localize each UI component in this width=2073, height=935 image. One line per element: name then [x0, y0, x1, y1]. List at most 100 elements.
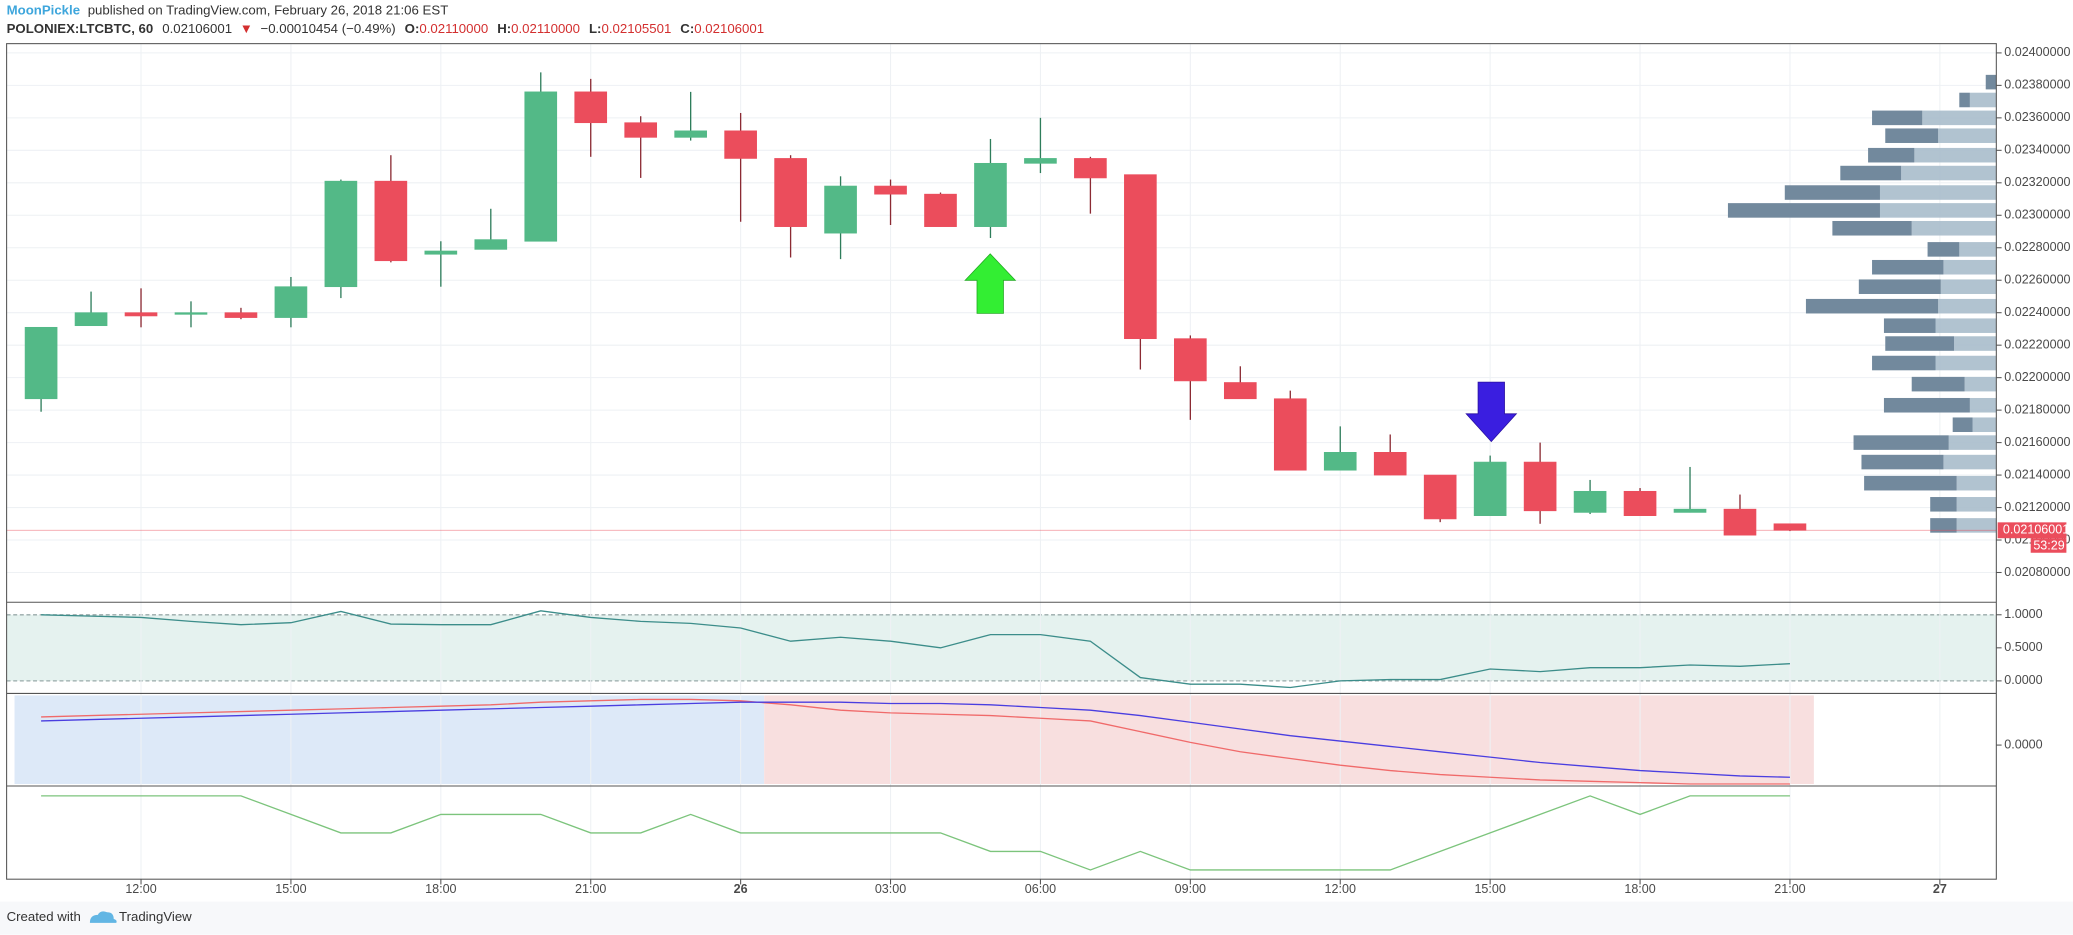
volume-profile-dark: [1853, 435, 1949, 450]
y-tick-label: 0.02140000: [2004, 467, 2070, 481]
volume-profile-light: [1969, 92, 1997, 108]
volume-profile-dark: [1858, 279, 1941, 294]
volume-profile-dark: [1927, 242, 1960, 257]
y-tick-label: 0.02240000: [2004, 305, 2070, 319]
volume-profile-light: [1964, 376, 1997, 392]
up-arrow: [964, 253, 1017, 314]
footer-created: Created with: [7, 909, 81, 924]
volume-profile-light: [1879, 203, 1997, 218]
candle-down: [924, 193, 957, 227]
x-tick-label: 12:00: [1325, 882, 1356, 896]
x-tick-label: 09:00: [1175, 882, 1206, 896]
volume-profile-light: [1954, 336, 1997, 351]
volume-profile-dark: [1832, 220, 1912, 236]
change: −0.00010454 (−0.49%): [260, 21, 395, 36]
pane1-band: [6, 614, 1997, 681]
y-tick-label: 0.02340000: [2004, 143, 2070, 157]
candle-up: [524, 91, 558, 242]
y-tick-label: 0.02200000: [2004, 370, 2070, 384]
volume-profile-light: [1935, 355, 1997, 371]
plot-layer: 0.020800000.021000000.021200000.02140000…: [6, 43, 2071, 896]
volume-profile-dark: [1784, 185, 1880, 200]
candle-down: [1174, 338, 1207, 382]
x-tick-label: 27: [1933, 882, 1947, 896]
y-tick-label: 0.02180000: [2004, 402, 2070, 416]
x-tick-label: 03:00: [875, 882, 906, 896]
volume-profile-light: [1938, 128, 1997, 143]
footer-brand[interactable]: TradingView: [119, 909, 192, 924]
volume-profile-dark: [1959, 92, 1970, 108]
pane-line: [41, 701, 1790, 778]
volume-profile-dark: [1911, 376, 1965, 392]
down-arrow: [1465, 381, 1518, 443]
candle-down: [1074, 158, 1107, 179]
x-tick-label: 15:00: [1474, 882, 1505, 896]
candle-up: [174, 312, 208, 315]
y-tick-label: 0.02220000: [2004, 337, 2070, 351]
pane-line: [41, 698, 1790, 785]
symbol: POLONIEX:LTCBTC, 60: [7, 21, 154, 36]
volume-profile-light: [1922, 110, 1997, 126]
volume-profile-dark: [1930, 497, 1957, 512]
candle-down: [1124, 174, 1157, 340]
l-label: L:: [589, 21, 601, 36]
volume-profile-light: [1938, 298, 1997, 314]
candle-down: [874, 185, 907, 195]
volume-profile-dark: [1861, 454, 1944, 470]
candle-up: [1673, 508, 1707, 513]
volume-profile-dark: [1872, 110, 1923, 126]
candle-down: [624, 122, 658, 138]
volume-profile-light: [1911, 220, 1997, 236]
y-tick-label: 0.02120000: [2004, 500, 2070, 514]
volume-profile-light: [1956, 497, 1997, 512]
volume-profile-dark: [1872, 259, 1944, 275]
candle-down: [224, 312, 258, 318]
y-tick-label: 0.02320000: [2004, 175, 2070, 189]
c-value: 0.02106001: [694, 21, 764, 36]
volume-profile-light: [1948, 435, 1997, 450]
author[interactable]: MoonPickle: [7, 2, 80, 17]
candle-up: [324, 180, 358, 288]
candle-up: [1573, 490, 1607, 513]
x-tick-label: 21:00: [1774, 882, 1805, 896]
volume-profile-dark: [1805, 298, 1939, 314]
candle-up: [974, 162, 1007, 227]
candle-down: [1273, 398, 1307, 471]
volume-profile-light: [1959, 242, 1997, 257]
volume-profile-dark: [1885, 128, 1939, 143]
y-tick-label: 0.02260000: [2004, 273, 2070, 287]
volume-profile-dark: [1930, 518, 1957, 533]
volume-profile-light: [1972, 417, 1997, 433]
volume-profile-dark: [1864, 475, 1957, 491]
volume-profile-light: [1935, 318, 1997, 333]
header-line-1: MoonPickle published on TradingView.com,…: [7, 2, 449, 17]
candle-up: [1323, 452, 1357, 471]
candle-up: [824, 185, 857, 234]
volume-profile-dark: [1883, 318, 1936, 333]
y-tick-label: 0.02360000: [2004, 110, 2070, 124]
y-tick-label: 0.02160000: [2004, 435, 2070, 449]
volume-profile-light: [1969, 397, 1997, 413]
candle-down: [1623, 490, 1657, 516]
candle-up: [274, 286, 308, 318]
candle-down: [1773, 523, 1807, 531]
pane-y-tick-label: 0.0000: [2004, 673, 2042, 687]
volume-profile-light: [1940, 279, 1997, 294]
footer-bg: [0, 901, 2073, 935]
volume-profile-dark: [1883, 397, 1970, 413]
h-value: 0.02110000: [511, 21, 580, 36]
y-tick-label: 0.02080000: [2004, 565, 2070, 579]
candle-up: [674, 130, 707, 138]
footer-logo[interactable]: [89, 911, 117, 923]
c-label: C:: [680, 21, 694, 36]
volume-profile-dark: [1985, 74, 1997, 90]
pane-y-tick-label: 0.0000: [2004, 737, 2042, 751]
volume-profile-dark: [1872, 355, 1936, 371]
volume-profile-light: [1914, 147, 1997, 163]
arrow: ▼: [240, 21, 253, 36]
candle-down: [124, 312, 158, 317]
candle-up: [1473, 461, 1507, 516]
candle-up: [1024, 158, 1057, 164]
